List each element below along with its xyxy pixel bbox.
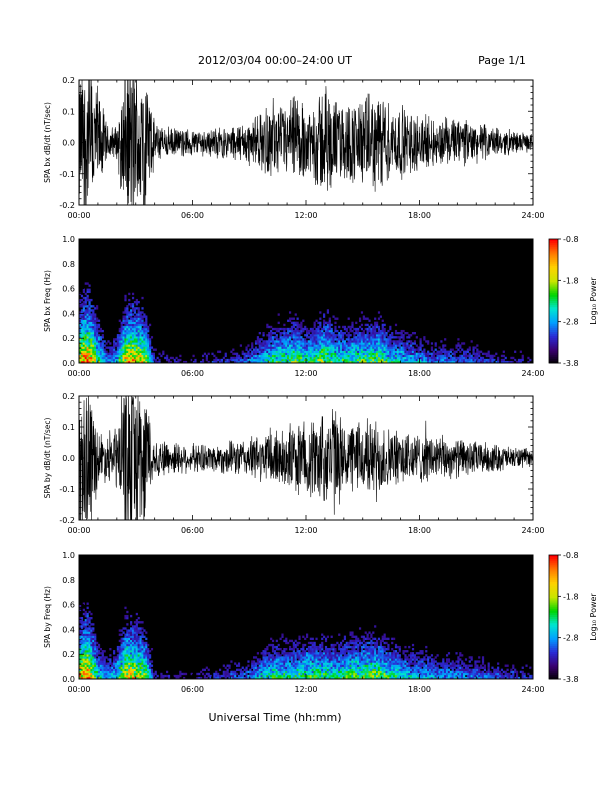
panel-by-spectrogram: -0.8 -1.8 -2.8 -3.8 Log₁₀ Power 00:00 06:00 12:… [43, 551, 598, 694]
colorbar-tick-label: -3.8 [563, 359, 579, 368]
y-tick-label: -0.1 [59, 170, 75, 179]
y-tick-label: 0.6 [62, 285, 75, 294]
y-axis-label: SPA bx Freq (Hz) [43, 270, 52, 332]
x-axis-label: Universal Time (hh:mm) [209, 711, 342, 724]
colorbar-tick-label: -2.8 [563, 318, 579, 327]
y-tick-label: 0.2 [62, 392, 75, 401]
signal-trace [79, 396, 533, 520]
y-tick-label: 0.1 [62, 107, 75, 116]
colorbar-tick-label: -2.8 [563, 634, 579, 643]
y-tick-label: 0.0 [62, 454, 75, 463]
panel-bx-dbdt: 00:00 06:00 12:00 18:00 24:00 -0.2 -0.1 0.0 0.1 0… [43, 76, 545, 220]
y-tick-label: 0.0 [62, 675, 75, 684]
x-tick-label: 12:00 [294, 369, 317, 378]
y-tick-label: 0.0 [62, 139, 75, 148]
x-tick-label: 00:00 [67, 685, 90, 694]
y-tick-label: 0.2 [62, 650, 75, 659]
plot-frame [78, 238, 534, 364]
y-tick-label: 0.8 [62, 576, 75, 585]
x-tick-label: 24:00 [521, 685, 544, 694]
y-tick-label: 0.0 [62, 359, 75, 368]
colorbar-tick-label: -3.8 [563, 675, 579, 684]
plot-frame [78, 554, 534, 680]
x-tick-label: 24:00 [521, 369, 544, 378]
y-tick-label: -0.2 [59, 201, 75, 210]
colorbar-tick-label: -0.8 [563, 551, 579, 560]
x-tick-label: 12:00 [294, 211, 317, 220]
y-tick-label: -0.2 [59, 516, 75, 525]
x-tick-label: 00:00 [67, 526, 90, 535]
spectrogram-cells [79, 602, 534, 680]
x-tick-label: 18:00 [408, 685, 431, 694]
x-tick-label: 00:00 [67, 211, 90, 220]
plot-frame [78, 79, 534, 206]
panel-bx-spectrogram: -0.8 -1.8 -2.8 -3.8 Log₁₀ Power 00:00 06:00 12:… [43, 235, 598, 378]
plot-frame [78, 395, 534, 521]
y-axis-label: SPA bx dB/dt (nT/sec) [43, 102, 52, 183]
colorbar-tick-label: -1.8 [563, 592, 579, 601]
y-tick-label: 1.0 [62, 235, 75, 244]
x-tick-label: 18:00 [408, 211, 431, 220]
colorbar: -0.8 -1.8 -2.8 -3.8 Log₁₀ Power [548, 235, 598, 368]
colorbar-tick-label: -0.8 [563, 235, 579, 244]
x-tick-label: 06:00 [181, 526, 204, 535]
x-tick-label: 18:00 [408, 369, 431, 378]
y-tick-label: 0.1 [62, 423, 75, 432]
colorbar-tick-label: -1.8 [563, 276, 579, 285]
x-tick-label: 06:00 [181, 369, 204, 378]
x-tick-label: 24:00 [521, 526, 544, 535]
x-tick-label: 06:00 [181, 211, 204, 220]
x-tick-label: 12:00 [294, 685, 317, 694]
colorbar-label: Log₁₀ Power [589, 593, 598, 641]
signal-trace [79, 80, 533, 205]
date-range-title: 2012/03/04 00:00–24:00 UT [198, 54, 352, 67]
x-tick-label: 24:00 [521, 211, 544, 220]
y-axis-label: SPA by dB/dt (nT/sec) [43, 418, 52, 499]
y-axis-label: SPA by Freq (Hz) [43, 586, 52, 648]
y-tick-label: 0.8 [62, 260, 75, 269]
y-tick-label: 0.2 [62, 334, 75, 343]
x-tick-label: 12:00 [294, 526, 317, 535]
y-tick-label: 0.4 [62, 309, 75, 318]
y-tick-label: 0.6 [62, 601, 75, 610]
x-tick-label: 00:00 [67, 369, 90, 378]
colorbar-label: Log₁₀ Power [589, 277, 598, 325]
page-indicator: Page 1/1 [478, 54, 526, 67]
spectrogram-cells [79, 282, 532, 364]
x-tick-label: 06:00 [181, 685, 204, 694]
x-tick-label: 18:00 [408, 526, 431, 535]
panel-by-dbdt: 00:00 06:00 12:00 18:00 24:00 -0.2 -0.1 0.0 0.1 0… [43, 392, 545, 535]
y-tick-label: -0.1 [59, 485, 75, 494]
y-tick-label: 0.2 [62, 76, 75, 85]
y-tick-label: 0.4 [62, 625, 75, 634]
y-tick-label: 1.0 [62, 551, 75, 560]
colorbar: -0.8 -1.8 -2.8 -3.8 Log₁₀ Power [548, 551, 598, 684]
